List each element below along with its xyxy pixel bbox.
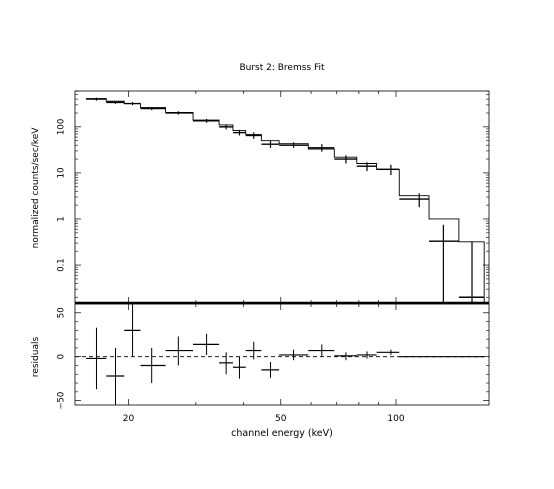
model-step-line <box>86 98 485 303</box>
residuals-y-tick-label: −50 <box>57 392 67 410</box>
spectrum-y-tick-label: 0.1 <box>57 258 67 272</box>
x-axis-label: channel energy (keV) <box>231 428 333 439</box>
x-tick-label: 100 <box>387 414 404 424</box>
spectrum-y-tick-label: 100 <box>57 119 67 135</box>
spectrum-y-tick-label: 10 <box>57 167 67 178</box>
residuals-y-tick-label: 50 <box>57 307 67 318</box>
residuals-y-axis-label: residuals <box>31 337 41 378</box>
residuals-panel-frame <box>74 303 490 406</box>
chart-title: Burst 2: Bremss Fit <box>239 63 325 73</box>
residuals-y-tick-label: 0 <box>57 354 67 359</box>
spectrum-panel-frame <box>74 90 490 304</box>
spectrum-y-axis-label: normalized counts/sec/keV <box>31 127 41 249</box>
x-tick-label: 50 <box>275 414 287 424</box>
spectrum-y-tick-label: 1 <box>57 216 67 221</box>
plot-layer: 0.1 1 10 100 −50 0 50 20 50 100 <box>57 90 490 424</box>
x-tick-label: 20 <box>123 414 135 424</box>
